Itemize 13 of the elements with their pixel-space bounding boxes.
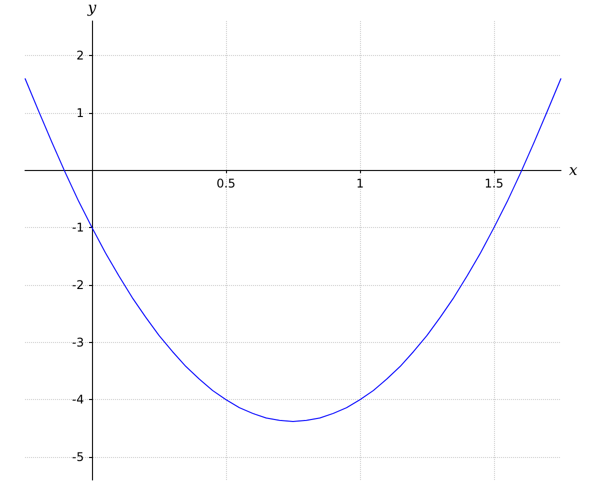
y-tick-label: -1: [72, 220, 84, 235]
x-tick-label: 1: [356, 176, 364, 190]
y-tick-label: -5: [72, 450, 84, 464]
x-tick-label: 1.5: [484, 176, 504, 190]
x-axis-title: x: [569, 161, 578, 180]
y-tick-label: 2: [76, 48, 84, 62]
y-tick-label: -4: [72, 392, 84, 407]
y-tick-label: 1: [76, 106, 84, 120]
y-axis-title: y: [86, 0, 97, 16]
x-tick-label: 0.5: [216, 176, 236, 190]
y-tick-label: -2: [72, 278, 84, 292]
y-tick-label: -3: [72, 335, 84, 350]
line-series: [24, 78, 562, 422]
